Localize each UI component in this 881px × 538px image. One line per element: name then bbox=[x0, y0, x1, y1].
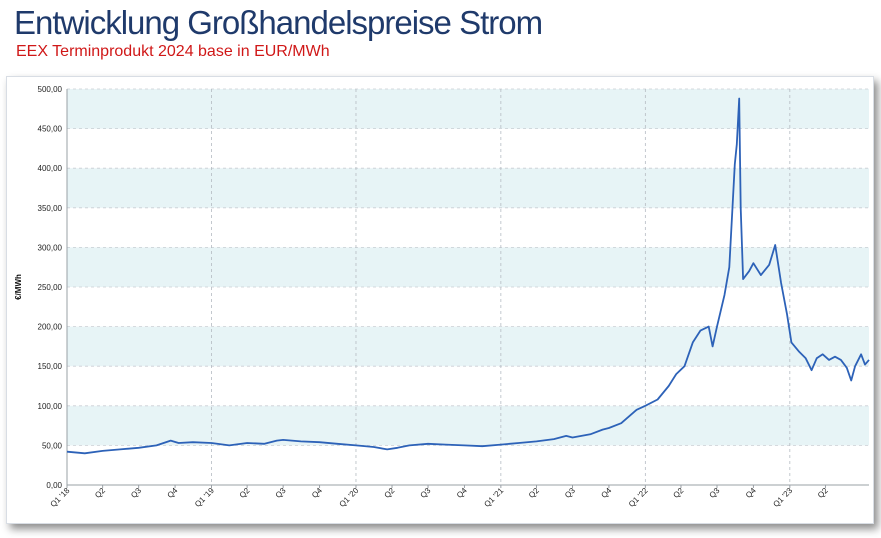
series-line bbox=[66, 97, 870, 455]
y-tick-label: 350,00 bbox=[38, 204, 63, 213]
y-tick-label: 450,00 bbox=[38, 125, 63, 134]
grid-layer bbox=[66, 88, 869, 486]
x-tick-label: Q1 '20 bbox=[338, 486, 361, 509]
y-tick-label: 400,00 bbox=[38, 164, 63, 173]
x-tick-label: Q4 bbox=[166, 486, 180, 500]
y-tick-label: 250,00 bbox=[38, 283, 63, 292]
x-tick-label: Q2 bbox=[527, 486, 541, 500]
grid-band bbox=[67, 247, 869, 287]
chart-frame: 0,00 50,00 100,00 150,00 200,00 250,00 300,00 3… bbox=[6, 76, 874, 524]
x-tick-label: Q4 bbox=[310, 486, 324, 500]
x-axis: Q1 '18 Q2 Q3 Q4 Q1 '19 Q2 Q3 Q4 Q1 '20 Q2 Q3 Q4 Q1 '… bbox=[49, 485, 830, 509]
x-tick-label: Q3 bbox=[707, 486, 721, 500]
y-tick-label: 150,00 bbox=[38, 362, 63, 371]
y-tick-label: 200,00 bbox=[38, 323, 63, 332]
grid-band bbox=[67, 405, 869, 446]
band-layer bbox=[67, 89, 869, 446]
grid-band bbox=[67, 168, 869, 208]
x-tick-label: Q1 '19 bbox=[193, 486, 216, 509]
x-tick-label: Q2 bbox=[383, 486, 397, 500]
y-tick-label: 100,00 bbox=[38, 402, 63, 411]
y-tick-label: 500,00 bbox=[38, 85, 63, 94]
page-subtitle: EEX Terminprodukt 2024 base in EUR/MWh bbox=[16, 43, 330, 60]
grid-band bbox=[67, 89, 869, 129]
y-tick-label: 300,00 bbox=[38, 243, 63, 252]
grid-band bbox=[67, 326, 869, 367]
x-tick-label: Q2 bbox=[93, 486, 107, 500]
y-axis: 0,00 50,00 100,00 150,00 200,00 250,00 300,00 3… bbox=[38, 85, 63, 490]
x-tick-label: Q3 bbox=[563, 486, 577, 500]
x-tick-label: Q3 bbox=[129, 486, 143, 500]
x-tick-label: Q1 '23 bbox=[771, 486, 794, 509]
x-tick-label: Q2 bbox=[671, 486, 685, 500]
y-tick-label: 50,00 bbox=[42, 441, 63, 450]
x-tick-label: Q3 bbox=[419, 486, 433, 500]
x-tick-label: Q3 bbox=[274, 486, 288, 500]
y-axis-label: €/MWh bbox=[14, 274, 23, 300]
y-tick-label: 0,00 bbox=[46, 481, 62, 490]
x-tick-label: Q4 bbox=[744, 486, 758, 500]
x-tick-label: Q2 bbox=[816, 486, 830, 500]
x-tick-label: Q4 bbox=[455, 486, 469, 500]
x-tick-label: Q1 '21 bbox=[482, 486, 505, 509]
x-tick-label: Q1 '22 bbox=[627, 486, 650, 509]
x-tick-label: Q4 bbox=[599, 486, 613, 500]
page-title: Entwicklung Großhandelspreise Strom bbox=[14, 4, 543, 41]
line-chart: 0,00 50,00 100,00 150,00 200,00 250,00 300,00 3… bbox=[14, 85, 870, 509]
x-tick-label: Q2 bbox=[238, 486, 252, 500]
